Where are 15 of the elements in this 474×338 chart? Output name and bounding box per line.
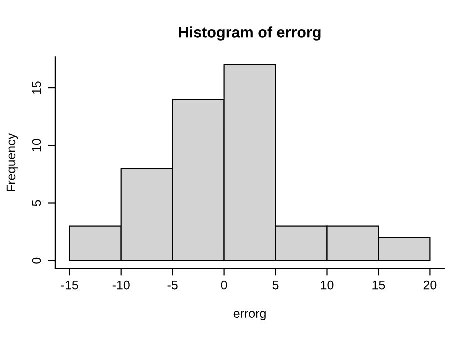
x-tick-label: 10 <box>321 280 334 290</box>
x-tick-label: 15 <box>372 280 386 290</box>
y-axis-title: Frequency <box>6 133 18 192</box>
x-tick-label: -10 <box>112 280 130 290</box>
x-axis-title: errorg <box>234 311 266 320</box>
x-tick-label: 0 <box>221 280 228 290</box>
y-tick-label: 15 <box>32 82 42 94</box>
x-tick-label: 5 <box>272 280 279 290</box>
x-tick-label: 20 <box>424 280 437 290</box>
chart-title: Histogram of errorg <box>179 26 321 41</box>
y-tick-label: 0 <box>32 258 42 264</box>
x-tick-label: -5 <box>168 280 178 290</box>
y-tick-label: 5 <box>32 200 42 206</box>
x-tick-label: -15 <box>61 280 78 290</box>
y-tick-label: 10 <box>32 139 42 152</box>
